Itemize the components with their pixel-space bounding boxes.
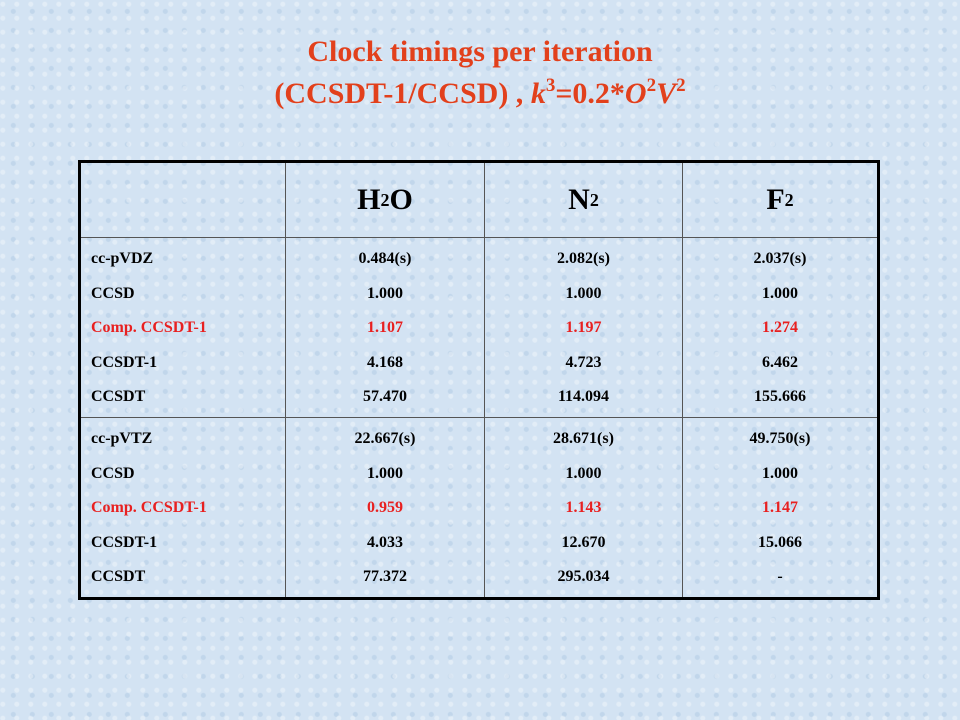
header-part: O bbox=[389, 183, 413, 216]
value: 1.274 bbox=[762, 319, 798, 336]
value: 1.000 bbox=[565, 284, 602, 302]
value: 1.000 bbox=[565, 464, 602, 482]
value: 155.666 bbox=[754, 388, 806, 405]
value: 28.671(s) bbox=[553, 430, 614, 447]
title-line: (CCSDT-1/CCSD) , k3=0.2*O2V2 bbox=[0, 76, 960, 112]
value: 4.723 bbox=[565, 353, 602, 371]
header-part: N bbox=[568, 183, 590, 216]
title-part: k bbox=[530, 77, 546, 110]
value-cell: 28.671(s) 1.000 1.143 12.670 295.034 bbox=[485, 418, 683, 597]
value: 49.750(s) bbox=[749, 430, 811, 447]
title-part: 2 bbox=[646, 75, 657, 96]
row-label: Comp. CCSDT-1 bbox=[91, 499, 207, 516]
row-label: CCSDT-1 bbox=[91, 533, 158, 551]
row-label: CCSD bbox=[91, 284, 135, 302]
value: - bbox=[777, 568, 783, 585]
value: 2.082(s) bbox=[557, 250, 610, 267]
value: 15.066 bbox=[758, 533, 802, 551]
value: 22.667(s) bbox=[354, 430, 416, 447]
title-part: O bbox=[624, 77, 647, 110]
value: 2.037(s) bbox=[753, 250, 807, 267]
title-part: V bbox=[656, 77, 677, 110]
header-part: F bbox=[766, 183, 785, 216]
header-cell bbox=[81, 163, 286, 238]
title-part: 2 bbox=[676, 75, 686, 96]
value-cell: 22.667(s) 1.000 0.959 4.033 77.372 bbox=[286, 418, 485, 597]
row-label: CCSDT bbox=[91, 388, 146, 405]
row-label: cc-pVDZ bbox=[91, 250, 154, 267]
value: 0.959 bbox=[367, 499, 403, 516]
value-cell: 2.082(s) 1.000 1.197 4.723 114.094 bbox=[485, 238, 683, 418]
value: 1.000 bbox=[762, 464, 798, 482]
value-cell: 49.750(s) 1.000 1.147 15.066 - bbox=[683, 418, 877, 597]
value: 1.147 bbox=[762, 499, 798, 516]
row-label: Comp. CCSDT-1 bbox=[91, 319, 207, 336]
value: 1.143 bbox=[565, 499, 602, 516]
title-line: Clock timings per iteration bbox=[307, 35, 653, 68]
value: 1.197 bbox=[565, 319, 602, 336]
value-cell: 0.484(s) 1.000 1.107 4.168 57.470 bbox=[286, 238, 485, 418]
row-label: CCSDT bbox=[91, 568, 146, 585]
value: 1.107 bbox=[367, 319, 403, 336]
title-part: (CCSDT-1/CCSD) , bbox=[274, 77, 531, 110]
row-label: CCSD bbox=[91, 464, 135, 482]
value: 1.000 bbox=[367, 284, 403, 302]
value: 295.034 bbox=[557, 568, 610, 585]
value: 114.094 bbox=[557, 388, 610, 405]
value: 57.470 bbox=[363, 388, 407, 405]
value: 4.168 bbox=[367, 353, 403, 371]
title-part: =0.2* bbox=[555, 77, 625, 110]
value: 1.000 bbox=[367, 464, 403, 482]
label-cell: cc-pVDZ CCSD Comp. CCSDT-1 CCSDT-1 CCSDT bbox=[81, 238, 286, 418]
row-label: CCSDT-1 bbox=[91, 353, 158, 371]
value: 12.670 bbox=[561, 533, 606, 551]
row-label: cc-pVTZ bbox=[91, 430, 153, 447]
value-cell: 2.037(s) 1.000 1.274 6.462 155.666 bbox=[683, 238, 877, 418]
value: 77.372 bbox=[363, 568, 407, 585]
title-part: 3 bbox=[545, 75, 556, 96]
value: 4.033 bbox=[367, 533, 403, 551]
value: 6.462 bbox=[762, 353, 798, 371]
label-cell: cc-pVTZ CCSD Comp. CCSDT-1 CCSDT-1 CCSDT bbox=[81, 418, 286, 597]
header-part: H bbox=[357, 183, 381, 216]
value: 0.484(s) bbox=[358, 250, 412, 267]
value: 1.000 bbox=[762, 284, 798, 302]
